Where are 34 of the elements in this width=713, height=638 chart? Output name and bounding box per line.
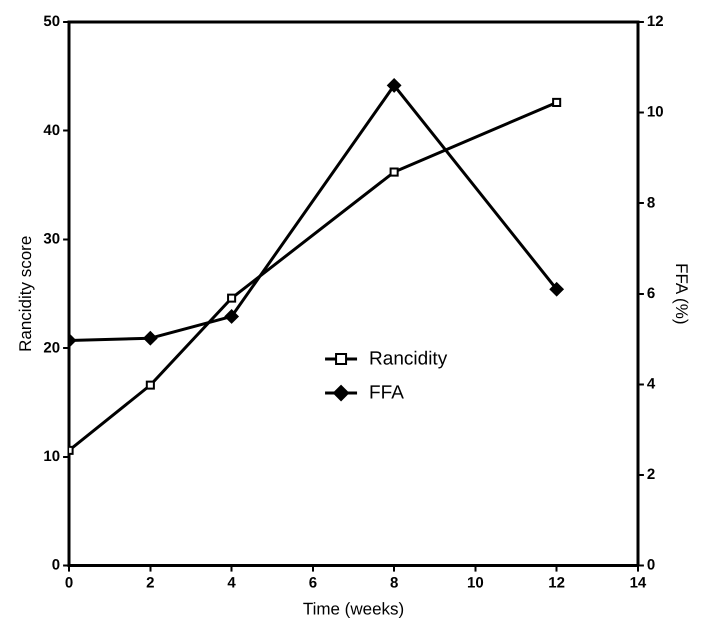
y2-tick-label: 8 xyxy=(646,194,656,212)
point xyxy=(387,78,402,92)
y2-tick-label: 6 xyxy=(646,284,656,302)
x-tick-label: 4 xyxy=(227,574,236,592)
legend-label: Rancidity xyxy=(369,348,448,370)
point xyxy=(224,309,239,324)
x-tick-label: 12 xyxy=(548,574,565,592)
x-tick-label: 0 xyxy=(64,574,74,592)
legend-label: FFA xyxy=(369,382,404,404)
point xyxy=(390,168,399,177)
x-tick-label: 14 xyxy=(630,574,647,592)
y-axis-title: Rancidity score xyxy=(16,236,35,352)
y-tick-label: 0 xyxy=(52,556,60,574)
y2-tick-label: 4 xyxy=(646,376,656,393)
point xyxy=(552,98,562,107)
y2-tick-label: 0 xyxy=(646,556,656,574)
x-tick-label: 8 xyxy=(390,574,398,592)
x-tick-label: 2 xyxy=(146,574,155,592)
y2-tick-label: 10 xyxy=(646,104,664,121)
y2-tick-label: 2 xyxy=(646,466,656,484)
y2-tick-label: 12 xyxy=(646,13,664,30)
y-tick-label: 20 xyxy=(43,339,60,356)
y-tick-label: 30 xyxy=(43,230,60,248)
point xyxy=(146,380,155,390)
x-axis-title: Time (weeks) xyxy=(302,599,404,618)
x-tick-label: 6 xyxy=(308,574,318,592)
y-tick-label: 50 xyxy=(43,13,60,30)
y-tick-label: 40 xyxy=(43,122,60,139)
point xyxy=(143,331,158,346)
x-tick-label: 10 xyxy=(467,574,484,592)
point xyxy=(227,294,236,303)
y2-axis-title: FFA (%) xyxy=(672,263,692,325)
y-tick-label: 10 xyxy=(43,448,60,466)
point xyxy=(550,282,564,296)
